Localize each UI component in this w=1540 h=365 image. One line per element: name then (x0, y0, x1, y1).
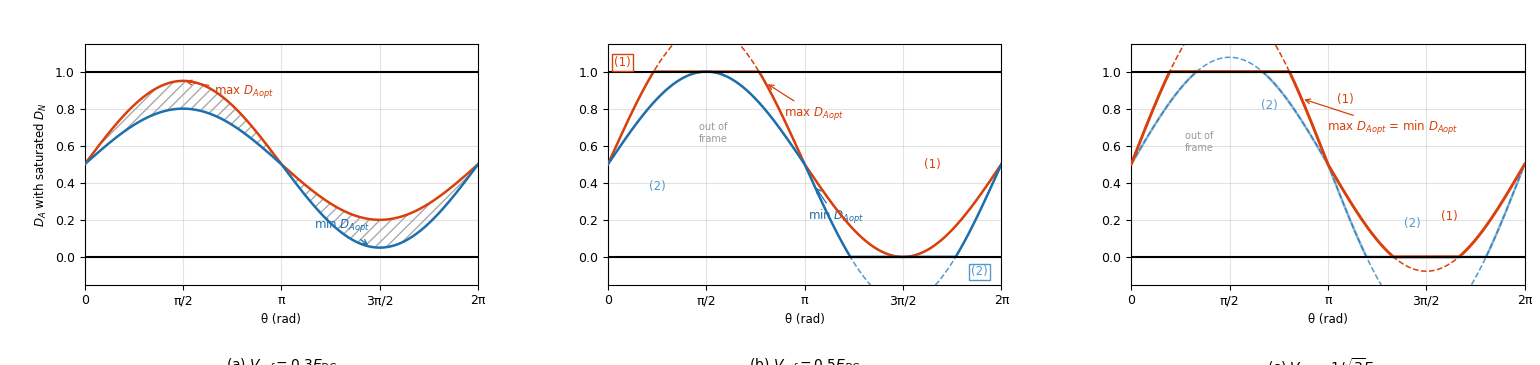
Text: (1): (1) (1441, 210, 1458, 223)
Text: (2): (2) (972, 265, 987, 278)
Text: (1): (1) (614, 56, 631, 69)
Text: out of
frame: out of frame (1184, 131, 1214, 153)
X-axis label: θ (rad): θ (rad) (1307, 313, 1348, 326)
Text: (1): (1) (1337, 93, 1354, 106)
Text: (b) $V_{ref} = 0.5E_{DC}$: (b) $V_{ref} = 0.5E_{DC}$ (748, 357, 861, 365)
Text: min $D_{Aopt}$: min $D_{Aopt}$ (808, 188, 864, 226)
Text: (1): (1) (924, 158, 941, 171)
Text: max $D_{Aopt}$: max $D_{Aopt}$ (188, 80, 274, 100)
X-axis label: θ (rad): θ (rad) (785, 313, 824, 326)
Text: (c) $V_{ref} = 1/\sqrt{3}E_{DC}$: (c) $V_{ref} = 1/\sqrt{3}E_{DC}$ (1267, 357, 1389, 365)
Text: max $D_{Aopt}$ = min $D_{Aopt}$: max $D_{Aopt}$ = min $D_{Aopt}$ (1306, 99, 1458, 137)
Text: max $D_{Aopt}$: max $D_{Aopt}$ (768, 85, 844, 122)
Text: min $D_{Aopt}$: min $D_{Aopt}$ (314, 217, 370, 244)
Text: (a) $V_{ref} = 0.3E_{DC}$: (a) $V_{ref} = 0.3E_{DC}$ (226, 357, 337, 365)
Text: (2): (2) (648, 180, 665, 193)
Text: (2): (2) (1261, 99, 1278, 112)
X-axis label: θ (rad): θ (rad) (262, 313, 302, 326)
Text: out of
frame: out of frame (699, 122, 727, 143)
Text: (2): (2) (1403, 217, 1420, 230)
Y-axis label: $D_A$ with saturated $D_N$: $D_A$ with saturated $D_N$ (34, 102, 49, 227)
